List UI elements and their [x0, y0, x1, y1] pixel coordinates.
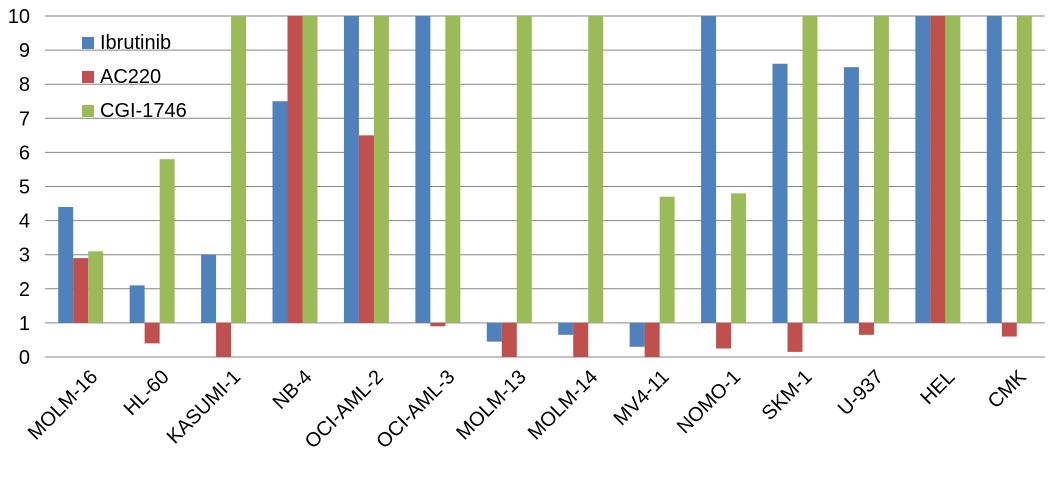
bar-ibrutinib [629, 322, 645, 347]
y-tick-label: 5 [19, 177, 30, 199]
y-tick-label: 2 [19, 279, 30, 301]
bar-ac220 [216, 322, 232, 357]
bar-cgi-1746 [659, 196, 675, 323]
bar-cgi-1746 [1016, 16, 1032, 323]
bar-ibrutinib [129, 285, 145, 323]
x-tick-label: CMK [984, 366, 1031, 413]
x-tick-label: MOLM-13 [452, 366, 530, 444]
y-tick-label: 4 [19, 211, 30, 233]
bar-cgi-1746 [373, 16, 389, 323]
x-tick-label: NOMO-1 [673, 366, 745, 438]
gridlines [45, 15, 1045, 358]
x-tick-label: MV4-11 [610, 366, 674, 430]
bar-ac220 [716, 322, 732, 349]
bars [58, 16, 1032, 357]
bar-cgi-1746 [873, 16, 889, 323]
bar-ibrutinib [486, 322, 502, 342]
x-tick-label: MOLM-14 [524, 366, 602, 444]
x-tick-label: MOLM-16 [24, 366, 102, 444]
bar-ac220 [930, 16, 946, 323]
bar-cgi-1746 [88, 251, 104, 323]
legend: Ibrutinib AC220 CGI-1746 [82, 32, 187, 122]
y-tick-label: 1 [19, 313, 30, 335]
bar-ibrutinib [915, 16, 931, 323]
bar-ibrutinib [415, 16, 431, 323]
legend-swatch [82, 37, 94, 49]
bar-cgi-1746 [445, 16, 461, 323]
bar-cgi-1746 [802, 16, 818, 323]
bar-cgi-1746 [945, 16, 961, 323]
legend-label: CGI-1746 [100, 100, 187, 122]
bar-ac220 [144, 322, 160, 344]
x-tick-label: HEL [916, 366, 959, 409]
bar-ac220 [430, 322, 446, 327]
y-tick-label: 10 [8, 6, 30, 28]
legend-label: Ibrutinib [100, 32, 171, 54]
bar-ibrutinib [772, 63, 788, 323]
legend-label: AC220 [100, 66, 161, 88]
y-tick-label: 8 [19, 74, 30, 96]
bar-ac220 [501, 322, 517, 357]
y-tick-label: 9 [19, 40, 30, 62]
y-axis-ticks: 0 1 2 3 4 5 6 7 8 9 10 [8, 6, 30, 369]
x-tick-label: HL-60 [120, 366, 174, 420]
bar-ac220 [858, 322, 874, 335]
bar-ibrutinib [986, 16, 1002, 323]
bar-ibrutinib [201, 254, 217, 323]
legend-swatch [82, 105, 94, 117]
y-tick-label: 7 [19, 108, 30, 130]
bar-ac220 [358, 135, 374, 323]
legend-swatch [82, 71, 94, 83]
y-tick-label: 0 [19, 347, 30, 369]
bar-cgi-1746 [731, 193, 747, 323]
bar-ibrutinib [58, 206, 74, 323]
bar-cgi-1746 [516, 16, 532, 323]
bar-ibrutinib [843, 67, 859, 323]
bar-cgi-1746 [588, 16, 604, 323]
bar-cgi-1746 [302, 16, 318, 323]
bar-ibrutinib [558, 322, 574, 335]
y-tick-label: 3 [19, 245, 30, 267]
bar-ac220 [287, 16, 303, 323]
bar-ac220 [73, 258, 89, 323]
x-tick-label: SKM-1 [758, 366, 817, 425]
bar-ac220 [787, 322, 803, 352]
bar-ibrutinib [343, 16, 359, 323]
x-tick-label: KASUMI-1 [163, 366, 245, 448]
x-tick-label: U-937 [834, 366, 888, 420]
bar-ac220 [573, 322, 589, 357]
x-tick-label: NB-4 [269, 366, 317, 414]
bar-ibrutinib [272, 101, 288, 323]
bar-cgi-1746 [159, 159, 175, 323]
y-tick-label: 6 [19, 142, 30, 164]
bar-ac220 [1001, 322, 1017, 337]
bar-cgi-1746 [231, 16, 247, 323]
bar-ac220 [644, 322, 660, 357]
bar-ibrutinib [701, 16, 717, 323]
